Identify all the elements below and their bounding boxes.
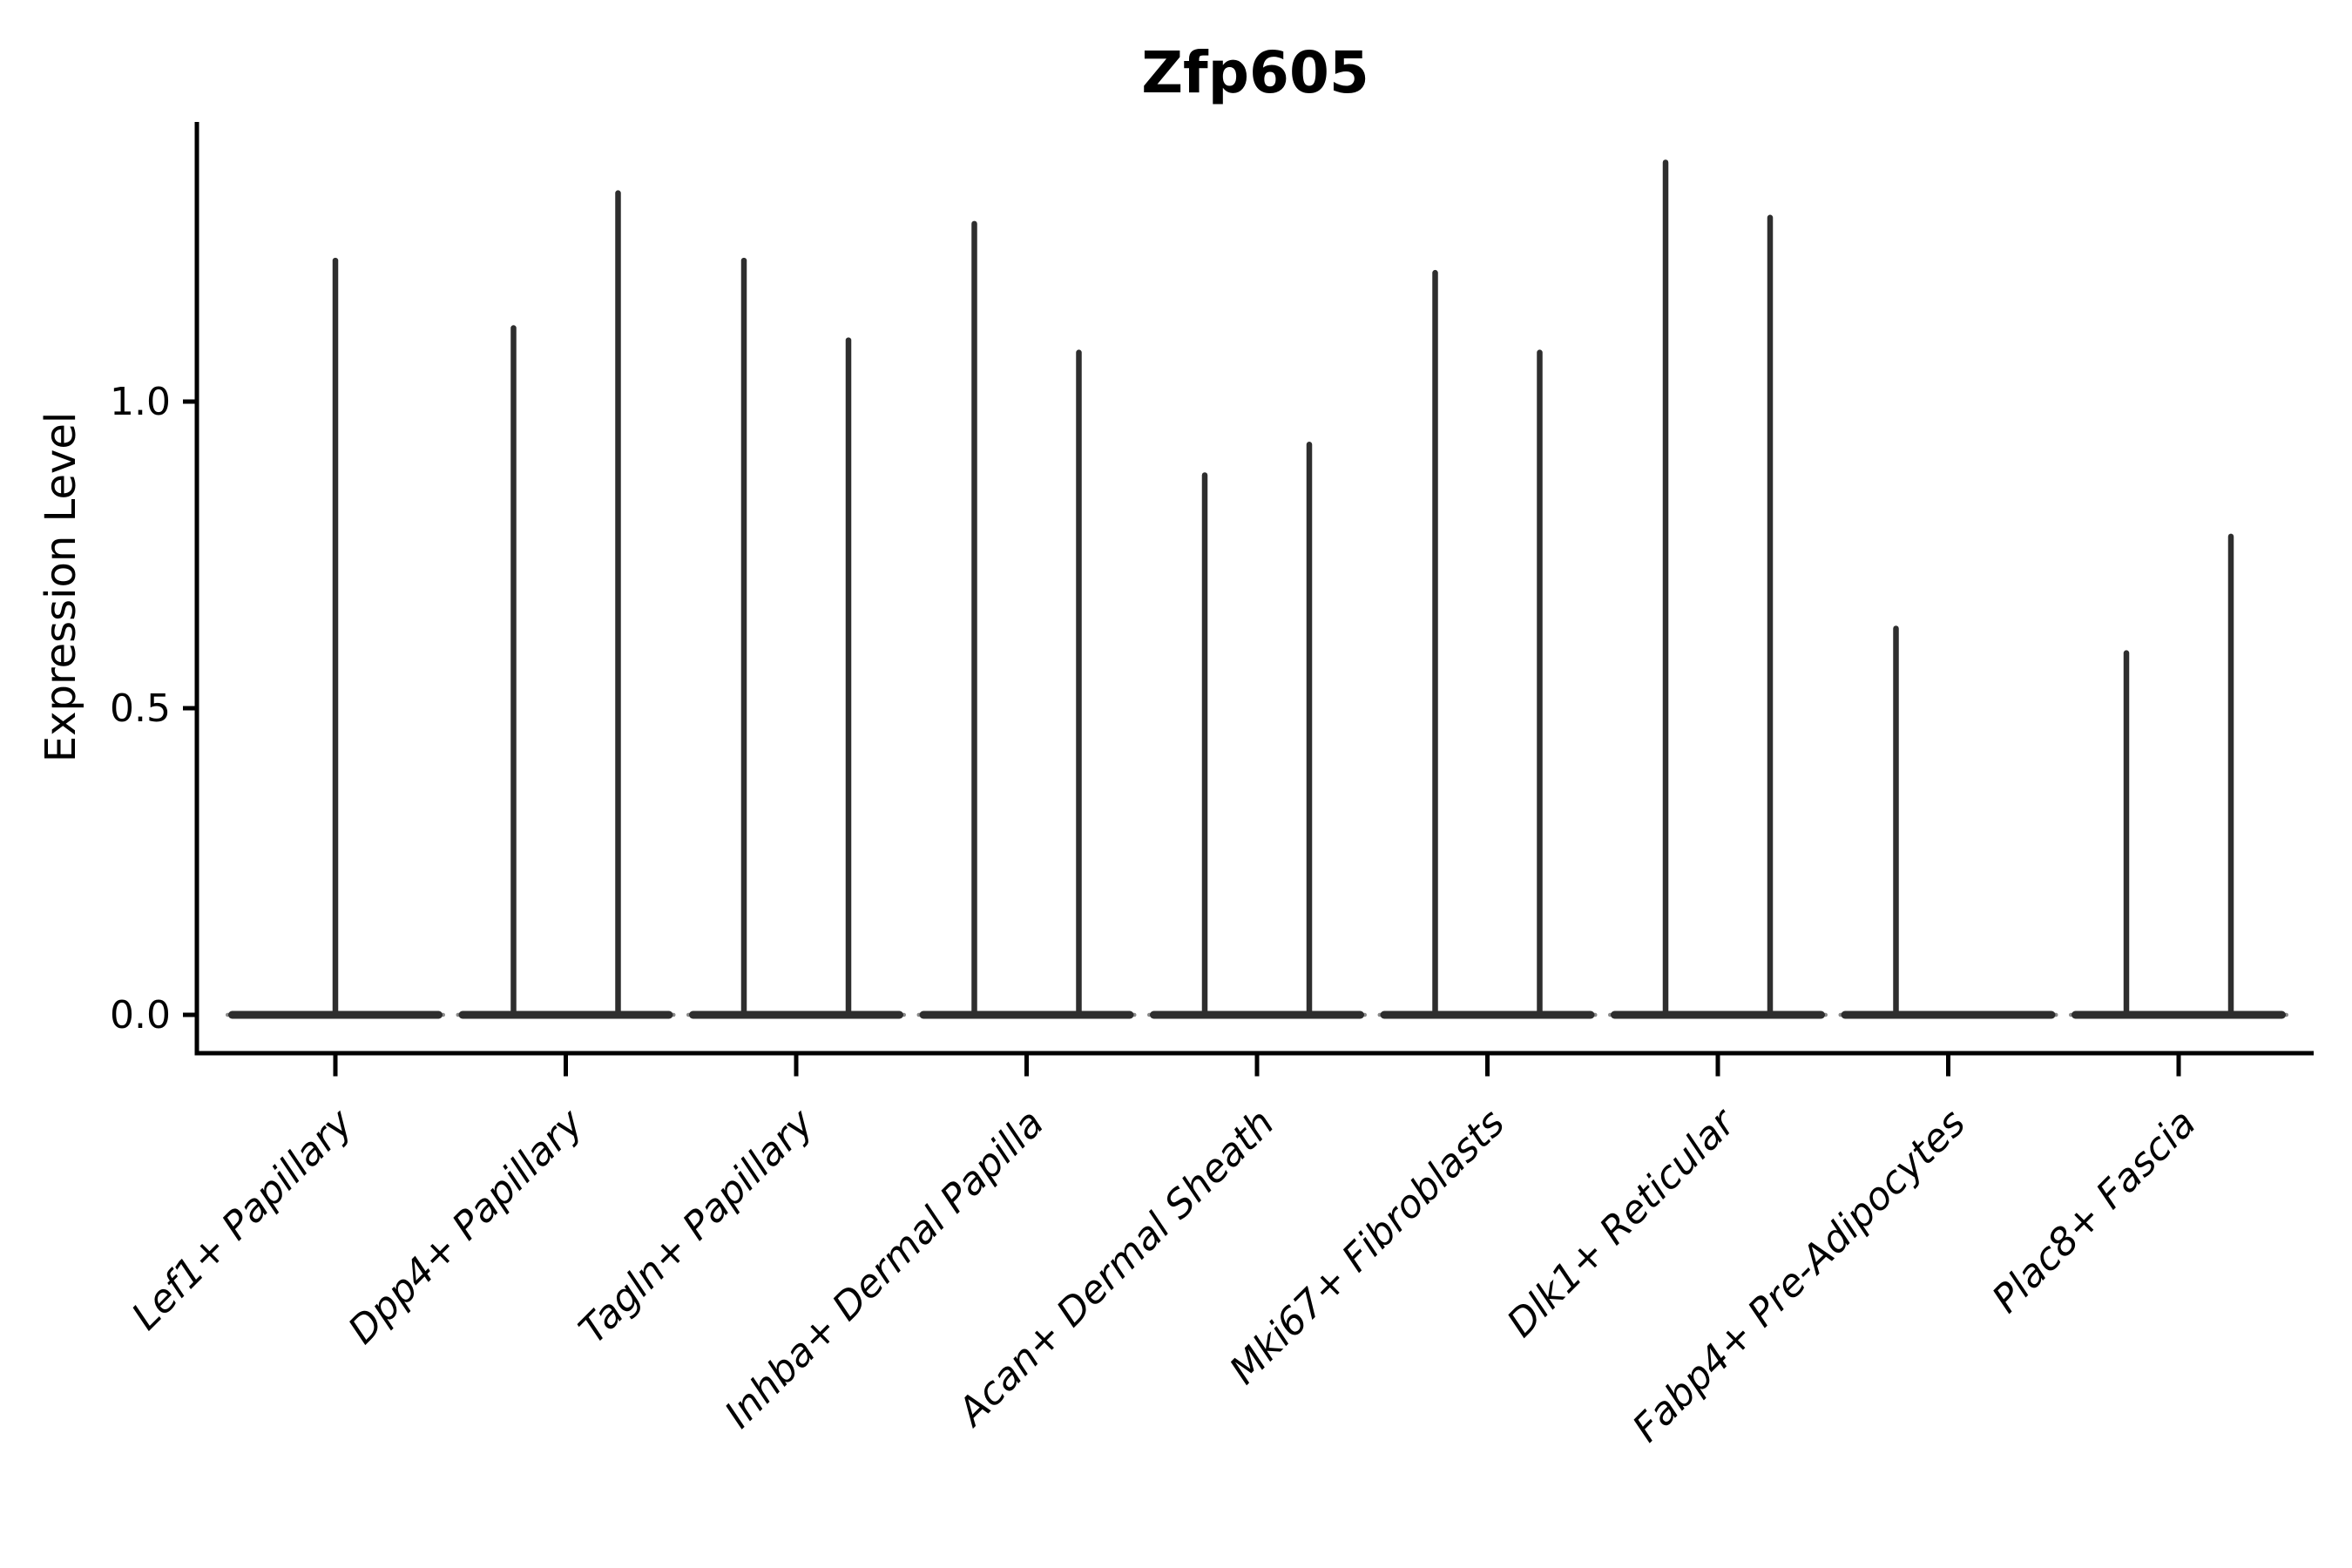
violin-base — [919, 1010, 1134, 1019]
x-tick-label: Tagln+ Papillary — [571, 1100, 822, 1352]
x-tick-label: Dlk1+ Reticular — [1498, 1099, 1745, 1346]
y-tick-label: 0.5 — [110, 686, 171, 731]
violin-base — [458, 1010, 673, 1019]
violin-base — [1150, 1010, 1364, 1019]
x-tick-label: Lef1+ Papillary — [124, 1100, 362, 1339]
violin-base — [689, 1010, 903, 1019]
violin-base — [2072, 1010, 2286, 1019]
chart-title: Zfp605 — [1141, 39, 1369, 106]
x-tick-label: Plac8+ Fascia — [1984, 1101, 2204, 1321]
y-axis-label: Expression Level — [37, 412, 85, 763]
violin-base — [1611, 1010, 1825, 1019]
violin-base — [1380, 1010, 1595, 1019]
y-tick-label: 1.0 — [110, 380, 171, 424]
violin-base — [1841, 1010, 2056, 1019]
violins-layer — [226, 159, 2288, 1019]
x-tick-label: Dpp4+ Papillary — [340, 1100, 592, 1353]
y-tick-label: 0.0 — [110, 993, 171, 1037]
